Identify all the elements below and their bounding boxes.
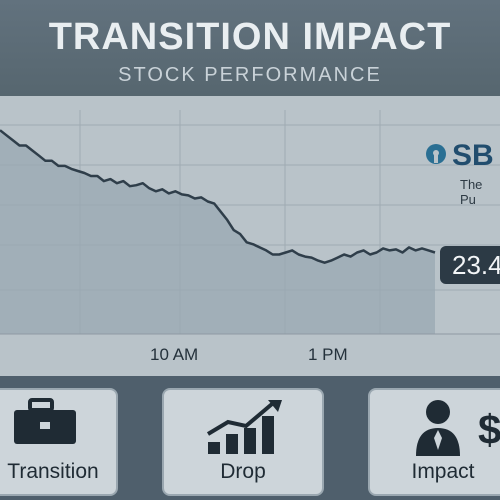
card-label-impact: Impact — [411, 460, 475, 483]
page-title: TRANSITION IMPACT — [48, 16, 452, 58]
series-area — [0, 130, 435, 334]
logo-subtext: The Pu — [460, 177, 483, 207]
bar-chart-up-icon — [206, 400, 282, 454]
person-dollar-icon: $ — [416, 400, 500, 456]
card-drop[interactable]: Drop — [162, 388, 324, 496]
page-subtitle: STOCK PERFORMANCE — [118, 64, 382, 86]
price-badge: 23.4 — [440, 246, 500, 284]
briefcase-icon — [14, 398, 76, 444]
card-label-drop: Drop — [220, 460, 266, 483]
x-tick-1pm: 1 PM — [308, 345, 348, 364]
company-logo: SB — [426, 139, 500, 172]
svg-text:$: $ — [478, 406, 500, 453]
card-transition[interactable]: Transition — [0, 388, 118, 496]
header: TRANSITION IMPACT STOCK PERFORMANCE — [0, 0, 500, 96]
series-line — [0, 129, 436, 264]
x-tick-10am: 10 AM — [150, 345, 199, 364]
logo-mark-icon — [426, 144, 446, 164]
stock-chart — [0, 110, 500, 335]
logo-text: SB — [452, 139, 494, 172]
card-label-transition: Transition — [7, 460, 99, 483]
card-impact[interactable]: $ Impact — [368, 388, 500, 496]
